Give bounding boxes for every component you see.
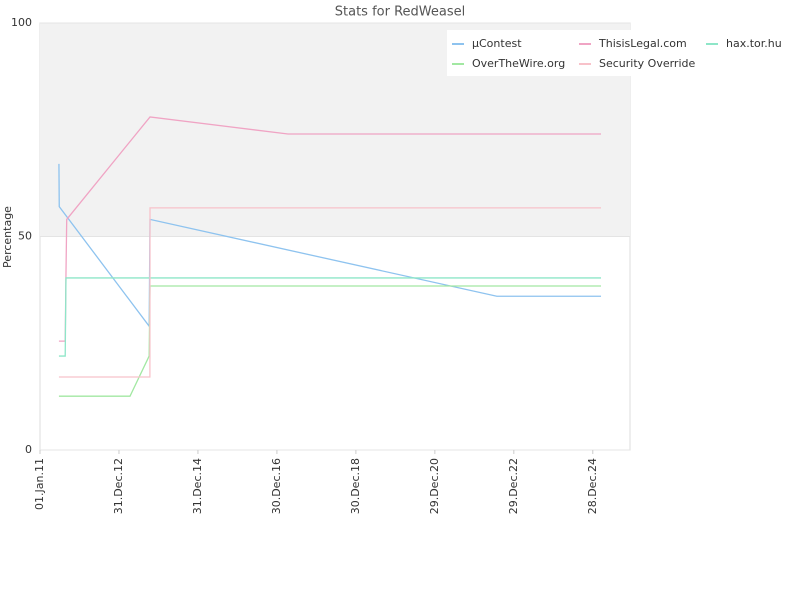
series-line (58, 285, 602, 397)
x-tick-label: 30.Dec.16 (270, 458, 283, 514)
chart-title: Stats for RedWeasel (335, 5, 465, 20)
legend-label: ThisisLegal.com (598, 37, 687, 50)
x-tick-label: 31.Dec.12 (112, 458, 125, 514)
y-tick-label: 100 (11, 16, 32, 29)
legend-label: hax.tor.hu (726, 37, 782, 50)
y-tick-label: 50 (18, 230, 32, 243)
x-tick-label: 29.Dec.20 (428, 458, 441, 514)
series-line (58, 277, 602, 357)
legend-label: Security Override (599, 57, 695, 70)
x-tick-label: 30.Dec.18 (349, 458, 362, 514)
x-tick-label: 28.Dec.24 (586, 458, 599, 514)
legend-label: OverTheWire.org (472, 57, 565, 70)
x-tick-label: 29.Dec.22 (507, 458, 520, 514)
legend-box (447, 30, 783, 76)
y-axis-label: Percentage (1, 206, 14, 268)
x-tick-label: 31.Dec.14 (191, 458, 204, 514)
x-tick-label: 01.Jan.11 (33, 458, 46, 510)
series-line (58, 207, 602, 378)
y-tick-label: 0 (25, 443, 32, 456)
legend-label: µContest (472, 37, 522, 50)
